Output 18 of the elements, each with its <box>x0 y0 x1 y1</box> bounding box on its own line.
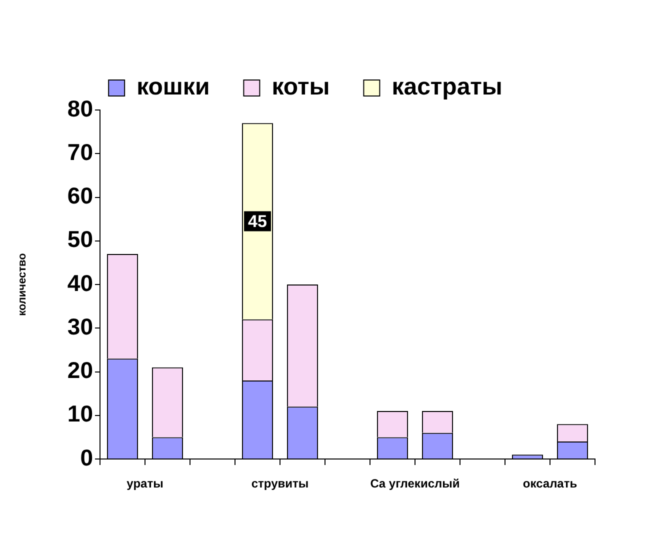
x-tick-label: ураты <box>126 476 164 491</box>
x-tick-label: струвиты <box>251 476 309 491</box>
y-tick-label: 0 <box>80 444 93 470</box>
x-tick-label: Ca углекислый <box>370 476 460 491</box>
y-axis-title: количество <box>16 252 29 316</box>
y-tick-label: 80 <box>67 95 93 122</box>
legend-label: кастраты <box>392 74 502 101</box>
y-tick-label: 10 <box>67 400 93 427</box>
y-tick-label: 40 <box>67 270 93 296</box>
y-tick-label: 30 <box>67 313 93 340</box>
y-tick-label: 20 <box>67 357 93 384</box>
y-tick-label: 60 <box>67 182 93 209</box>
y-tick-label: 50 <box>67 226 93 252</box>
data-label: 45 <box>248 212 267 231</box>
legend-label: коты <box>272 74 330 101</box>
legend-label: кошки <box>136 74 210 101</box>
y-tick-label: 70 <box>67 138 93 165</box>
x-tick-label: оксалать <box>522 476 578 491</box>
